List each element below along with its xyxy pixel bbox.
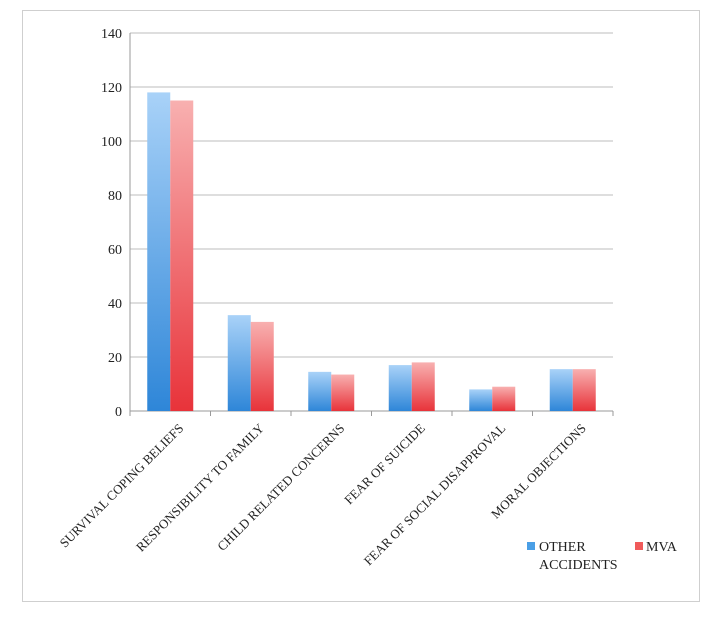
category-label: FEAR OF SOCIAL DISAPPROVAL — [361, 420, 509, 568]
category-label: RESPONSIBILITY TO FAMILY — [133, 420, 267, 554]
axes — [129, 33, 614, 416]
bar-other-accidents-2 — [227, 315, 251, 411]
category-label: FEAR OF SUICIDE — [341, 420, 428, 507]
bars — [147, 92, 596, 412]
category-label: CHILD RELATED CONCERNS — [214, 421, 347, 554]
legend-swatch-other-accidents — [527, 542, 535, 550]
gridlines — [130, 32, 613, 358]
y-tick-label: 80 — [108, 189, 122, 204]
bar-mva-4 — [411, 362, 435, 411]
bar-mva-2 — [250, 321, 274, 411]
bar-mva-3 — [331, 374, 355, 411]
bar-mva-1 — [170, 100, 194, 411]
bar-other-accidents-5 — [469, 389, 493, 411]
y-tick-label: 60 — [108, 243, 122, 258]
y-tick-label: 140 — [101, 27, 122, 42]
legend-swatch-mva — [635, 542, 643, 550]
legend: OTHER ACCIDENTS MVA — [527, 540, 678, 573]
y-tick-label: 120 — [101, 81, 122, 96]
bar-mva-5 — [492, 386, 516, 411]
y-tick-label: 40 — [108, 297, 122, 312]
legend-label-accidents: ACCIDENTS — [539, 558, 618, 573]
legend-label-other: OTHER — [539, 540, 586, 555]
bar-other-accidents-6 — [549, 369, 573, 411]
y-tick-label: 100 — [101, 135, 122, 150]
y-tick-labels: 0 20 40 60 80 100 120 140 — [101, 27, 122, 420]
legend-label-mva: MVA — [646, 540, 678, 555]
bar-other-accidents-3 — [308, 371, 332, 411]
bar-other-accidents-1 — [147, 92, 171, 412]
y-tick-label: 20 — [108, 351, 122, 366]
bar-other-accidents-4 — [388, 365, 412, 411]
bar-mva-6 — [572, 369, 596, 411]
chart-frame — [22, 10, 700, 602]
y-tick-label: 0 — [115, 405, 122, 420]
